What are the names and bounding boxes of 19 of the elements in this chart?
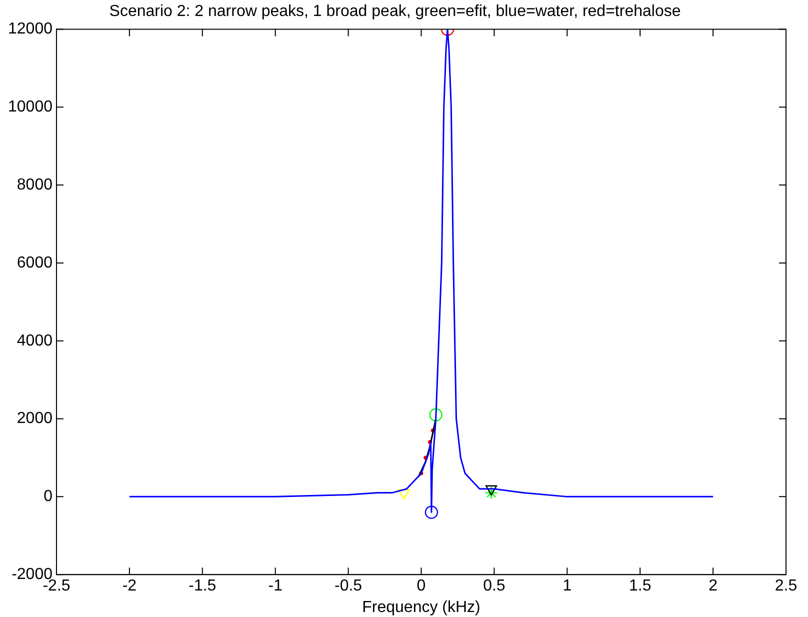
x-tick-label: 0	[416, 578, 426, 595]
y-tick-label: 10000	[8, 98, 53, 116]
y-tick-label: 0	[44, 488, 53, 506]
chart-title: Scenario 2: 2 narrow peaks, 1 broad peak, green=efit, blue=water, red=trehalose	[109, 3, 681, 20]
y-tick-label: 2000	[16, 410, 53, 428]
x-tick-label: 2	[708, 578, 718, 595]
x-tick-label: 1	[562, 578, 572, 595]
x-tick-label: 2.5	[774, 578, 798, 595]
y-tick-label: 4000	[16, 332, 53, 350]
x-tick-label: -1.5	[188, 578, 216, 595]
x-tick-label: 1.5	[628, 578, 652, 595]
y-tick-label: 12000	[8, 20, 53, 38]
x-tick-label: -0.5	[334, 578, 362, 595]
y-tick-label: 6000	[16, 254, 53, 272]
x-tick-label: -1	[268, 578, 283, 595]
y-tick-label: 8000	[16, 176, 53, 194]
x-axis-title: Frequency (kHz)	[362, 598, 480, 616]
x-tick-label: -2	[122, 578, 137, 595]
x-tick-label: 0.5	[483, 578, 506, 595]
